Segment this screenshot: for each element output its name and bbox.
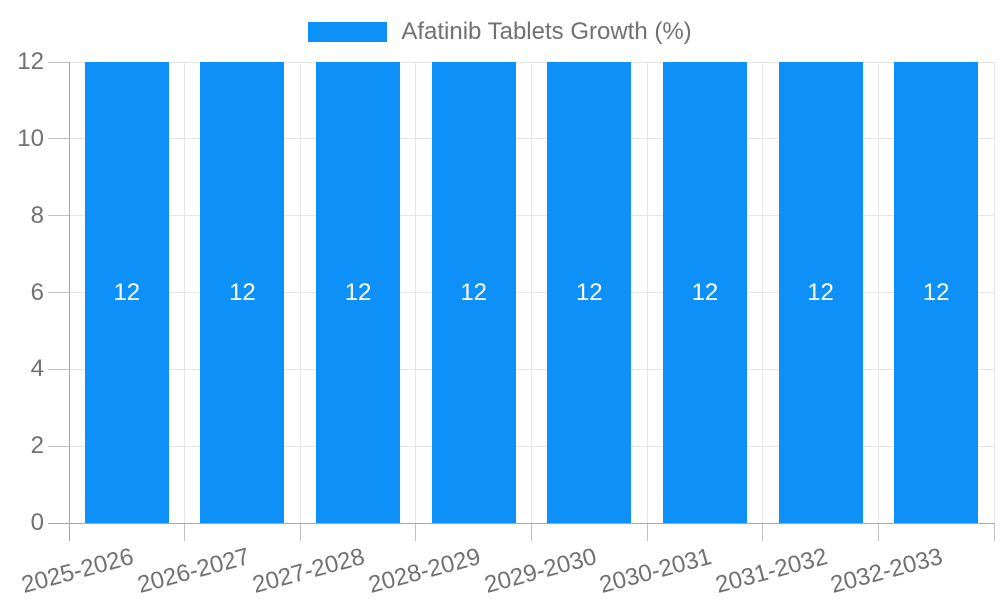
x-category-label: 2030-2031 bbox=[596, 543, 715, 599]
bar[interactable]: 12 bbox=[200, 62, 285, 523]
legend-label: Afatinib Tablets Growth (%) bbox=[401, 18, 692, 45]
v-gridline bbox=[646, 62, 648, 523]
bar[interactable]: 12 bbox=[894, 62, 979, 523]
y-axis-tick bbox=[48, 215, 69, 217]
chart-legend[interactable]: Afatinib Tablets Growth (%) bbox=[0, 19, 1000, 45]
v-gridline bbox=[993, 62, 995, 523]
v-gridline bbox=[877, 62, 879, 523]
x-category-label: 2028-2029 bbox=[365, 543, 484, 599]
y-tick-label: 10 bbox=[17, 124, 44, 152]
x-axis-tick bbox=[646, 523, 648, 541]
y-axis-tick bbox=[48, 368, 69, 370]
x-axis-tick bbox=[531, 523, 532, 541]
y-axis-tick bbox=[48, 292, 69, 293]
x-axis-line bbox=[48, 522, 994, 524]
x-axis-tick bbox=[184, 523, 186, 541]
y-tick-label: 0 bbox=[30, 509, 44, 536]
bar[interactable]: 12 bbox=[778, 62, 863, 523]
y-axis-tick bbox=[48, 138, 69, 140]
bar[interactable]: 12 bbox=[662, 62, 747, 523]
x-axis-tick bbox=[415, 523, 417, 541]
y-tick-label: 6 bbox=[30, 278, 44, 306]
y-tick-label: 12 bbox=[17, 48, 44, 75]
bar-value-label: 12 bbox=[575, 278, 603, 306]
y-axis-line bbox=[68, 62, 70, 541]
bar[interactable]: 12 bbox=[547, 62, 632, 523]
bar-value-label: 12 bbox=[113, 278, 141, 306]
x-category-label: 2027-2028 bbox=[249, 543, 368, 599]
bar-value-label: 12 bbox=[344, 278, 372, 306]
bar-value-label: 12 bbox=[229, 278, 256, 306]
x-category-label: 2026-2027 bbox=[134, 543, 253, 599]
x-category-label: 2029-2030 bbox=[481, 543, 600, 599]
v-gridline bbox=[762, 62, 764, 523]
x-category-label: 2031-2032 bbox=[712, 543, 831, 599]
y-tick-label: 2 bbox=[30, 432, 44, 460]
v-gridline bbox=[184, 62, 186, 523]
y-axis-tick bbox=[48, 61, 69, 63]
x-category-label: 2032-2033 bbox=[828, 543, 946, 599]
x-axis-tick bbox=[993, 523, 995, 541]
x-category-label: 2025-2026 bbox=[18, 543, 137, 599]
legend-swatch bbox=[308, 22, 388, 42]
y-tick-label: 4 bbox=[30, 355, 44, 383]
bar-value-label: 12 bbox=[460, 278, 488, 306]
bar[interactable]: 12 bbox=[431, 62, 516, 523]
y-tick-label: 8 bbox=[30, 201, 44, 229]
bar-value-label: 12 bbox=[922, 278, 950, 306]
x-axis-tick bbox=[877, 523, 879, 541]
x-axis-tick bbox=[762, 523, 764, 541]
bar[interactable]: 12 bbox=[84, 62, 169, 523]
bar[interactable]: 12 bbox=[316, 62, 401, 523]
v-gridline bbox=[415, 62, 417, 523]
x-axis-tick bbox=[299, 523, 301, 541]
bar-value-label: 12 bbox=[807, 278, 834, 306]
v-gridline bbox=[531, 62, 532, 523]
v-gridline bbox=[299, 62, 301, 523]
y-axis-tick bbox=[48, 445, 69, 447]
bar-value-label: 12 bbox=[691, 278, 719, 306]
